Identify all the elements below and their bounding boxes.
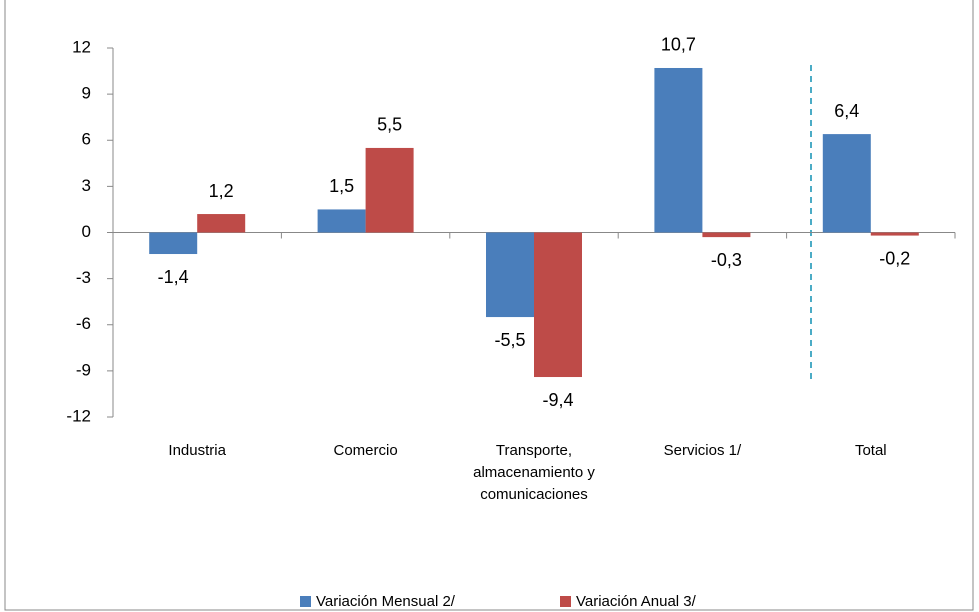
bar — [702, 232, 751, 238]
value-label: -1,4 — [158, 267, 189, 287]
x-tick-label: Servicios 1/ — [663, 442, 742, 459]
legend-label: Variación Mensual 2/ — [316, 593, 456, 610]
legend-swatch — [300, 596, 311, 607]
bar — [822, 134, 871, 233]
legend-swatch — [560, 596, 571, 607]
y-tick-label: -9 — [76, 360, 91, 379]
value-label: -5,5 — [494, 330, 525, 350]
bar — [197, 214, 246, 233]
value-label: 6,4 — [834, 101, 859, 121]
legend-label: Variación Anual 3/ — [576, 593, 697, 610]
value-label: 10,7 — [661, 35, 696, 55]
x-tick-label: Transporte, almacenamiento y comunicacio… — [473, 442, 595, 503]
y-tick-label: 9 — [82, 84, 91, 103]
y-tick-label: -12 — [66, 406, 91, 425]
value-label: -0,3 — [711, 250, 742, 270]
value-label: 1,2 — [209, 181, 234, 201]
y-tick-label: -3 — [76, 268, 91, 287]
y-tick-label: -6 — [76, 314, 91, 333]
bar — [654, 67, 703, 233]
bar — [365, 147, 414, 233]
value-label: 5,5 — [377, 115, 402, 135]
bar — [317, 209, 366, 233]
value-label: 1,5 — [329, 176, 354, 196]
y-tick-label: 0 — [82, 222, 91, 241]
y-tick-label: 12 — [72, 37, 91, 56]
bar — [870, 232, 919, 236]
x-tick-label: Industria — [168, 442, 226, 459]
x-tick-label: Comercio — [333, 442, 398, 459]
x-tick-label: Total — [854, 442, 887, 459]
bar — [534, 232, 582, 378]
y-tick-label: 3 — [82, 176, 91, 195]
value-label: -9,4 — [542, 390, 573, 410]
bar — [486, 232, 534, 318]
y-tick-label: 6 — [82, 130, 91, 149]
value-label: -0,2 — [879, 248, 910, 268]
bar — [149, 232, 198, 255]
